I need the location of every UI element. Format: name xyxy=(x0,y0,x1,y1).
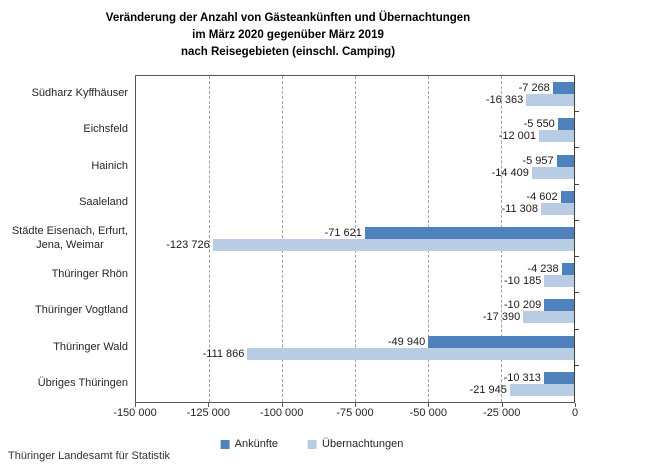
chart-title-line-1: Veränderung der Anzahl von Gästeankünfte… xyxy=(105,12,471,24)
x-axis-tick-label: 0 xyxy=(571,407,579,419)
value-label: -5 550 xyxy=(523,118,555,131)
bar-uebernachtungen xyxy=(526,94,574,107)
x-axis-tick xyxy=(428,403,430,407)
bar-uebernachtungen xyxy=(523,311,574,324)
value-label: -7 268 xyxy=(518,82,550,95)
category-axis-tick xyxy=(575,147,579,149)
legend-label: Übernachtungen xyxy=(322,438,404,450)
legend-item: Übernachtungen xyxy=(308,438,403,450)
bar-uebernachtungen xyxy=(212,239,574,251)
value-label: -111 866 xyxy=(202,347,245,360)
value-label: -4 238 xyxy=(527,263,559,276)
x-axis-tick xyxy=(575,403,576,407)
value-label: -17 390 xyxy=(482,311,521,324)
category-label: Thüringer Rhön xyxy=(0,256,128,292)
x-axis-tick-label: -25 000 xyxy=(483,407,521,419)
category-label: Thüringer Wald xyxy=(0,329,128,365)
category-axis-tick xyxy=(575,256,579,258)
category-label: Hainich xyxy=(0,147,128,183)
value-label: -71 621 xyxy=(324,227,362,239)
category-label: Eichsfeld xyxy=(0,111,128,147)
legend-item: Ankünfte xyxy=(220,438,279,450)
bar-ankuenfte xyxy=(552,82,574,95)
value-label: -123 726 xyxy=(166,239,210,251)
category-label-text: Thüringer Wald xyxy=(53,340,128,353)
value-label: -10 209 xyxy=(503,299,542,312)
chart-legend: Ankünfte Übernachtungen xyxy=(220,438,403,450)
x-axis-tick-label: -50 000 xyxy=(409,407,447,419)
category-axis-tick xyxy=(575,364,579,366)
x-axis-tick-label: -150 000 xyxy=(113,407,157,419)
x-axis-tick xyxy=(208,403,210,407)
bar-ankuenfte xyxy=(560,190,574,203)
source-label: Thüringer Landesamt für Statistik xyxy=(8,450,171,462)
x-axis-tick-label: -125 000 xyxy=(186,407,231,419)
bar-uebernachtungen xyxy=(539,130,574,143)
bar-uebernachtungen xyxy=(544,275,574,288)
bar-ankuenfte xyxy=(428,335,574,348)
bar-ankuenfte xyxy=(561,263,574,276)
x-axis-tick xyxy=(135,403,136,407)
bar-ankuenfte xyxy=(557,118,574,131)
bar-ankuenfte xyxy=(556,154,574,167)
value-label: -14 409 xyxy=(491,166,529,179)
bar-ankuenfte xyxy=(364,227,574,239)
category-label: Saaleland xyxy=(0,184,128,220)
legend-swatch-uebernachtungen xyxy=(308,439,318,449)
bar-uebernachtungen xyxy=(509,383,574,396)
x-axis-tick xyxy=(501,403,503,407)
value-label: -16 363 xyxy=(485,94,524,107)
value-label: -12 001 xyxy=(498,130,536,143)
value-label: -11 308 xyxy=(501,202,539,215)
category-label-text: Thüringer Vogtland xyxy=(35,304,128,317)
category-label-text: Eichsfeld xyxy=(83,123,128,136)
plot-area: -7 268 -16 363 -5 550 -12 001 -5 957 -14 409 -… xyxy=(135,75,575,403)
category-axis-tick xyxy=(575,292,579,294)
value-label: -21 945 xyxy=(469,383,507,396)
category-label-text: Übriges Thüringen xyxy=(37,376,128,389)
category-label: Südharz Kyffhäuser xyxy=(0,75,128,111)
category-label-text: Südharz Kyffhäuser xyxy=(31,87,128,100)
category-axis-tick xyxy=(575,219,579,221)
value-label: -4 602 xyxy=(526,190,558,203)
category-label-text: Städte Eisenach, Erfurt, Jena, Weimar xyxy=(11,224,128,251)
x-axis-tick-label: -75 000 xyxy=(336,407,374,419)
category-label: Thüringer Vogtland xyxy=(0,292,128,328)
bar-uebernachtungen xyxy=(541,202,574,215)
legend-swatch-ankuenfte xyxy=(220,439,230,449)
bar-uebernachtungen xyxy=(531,166,574,179)
chart-title-line-2: im März 2020 gegenüber März 2019 xyxy=(192,29,384,41)
category-axis-tick xyxy=(575,183,579,185)
x-axis-tick-label: -100 000 xyxy=(259,407,304,419)
category-label-text: Hainich xyxy=(91,159,128,172)
chart-title-line-3: nach Reisegebieten (einschl. Camping) xyxy=(180,46,396,58)
value-label: -5 957 xyxy=(522,154,554,167)
x-axis-tick xyxy=(281,403,283,407)
value-label: -10 185 xyxy=(504,275,542,288)
legend-label: Ankünfte xyxy=(234,438,279,450)
value-label: -10 313 xyxy=(503,371,541,384)
chart-title: Veränderung der Anzahl von Gästeankünfte… xyxy=(0,10,576,61)
bar-uebernachtungen xyxy=(247,347,574,360)
category-label: Übriges Thüringen xyxy=(0,365,128,401)
value-label: -49 940 xyxy=(387,335,426,348)
gridline xyxy=(209,76,210,402)
bar-ankuenfte xyxy=(543,371,574,384)
category-label-text: Saaleland xyxy=(79,195,128,208)
category-axis-tick xyxy=(575,111,579,113)
bar-ankuenfte xyxy=(544,299,574,312)
category-axis-tick xyxy=(575,328,579,330)
x-axis-tick xyxy=(355,403,356,407)
category-label: Städte Eisenach, Erfurt, Jena, Weimar xyxy=(0,220,128,256)
category-label-text: Thüringer Rhön xyxy=(51,268,128,281)
